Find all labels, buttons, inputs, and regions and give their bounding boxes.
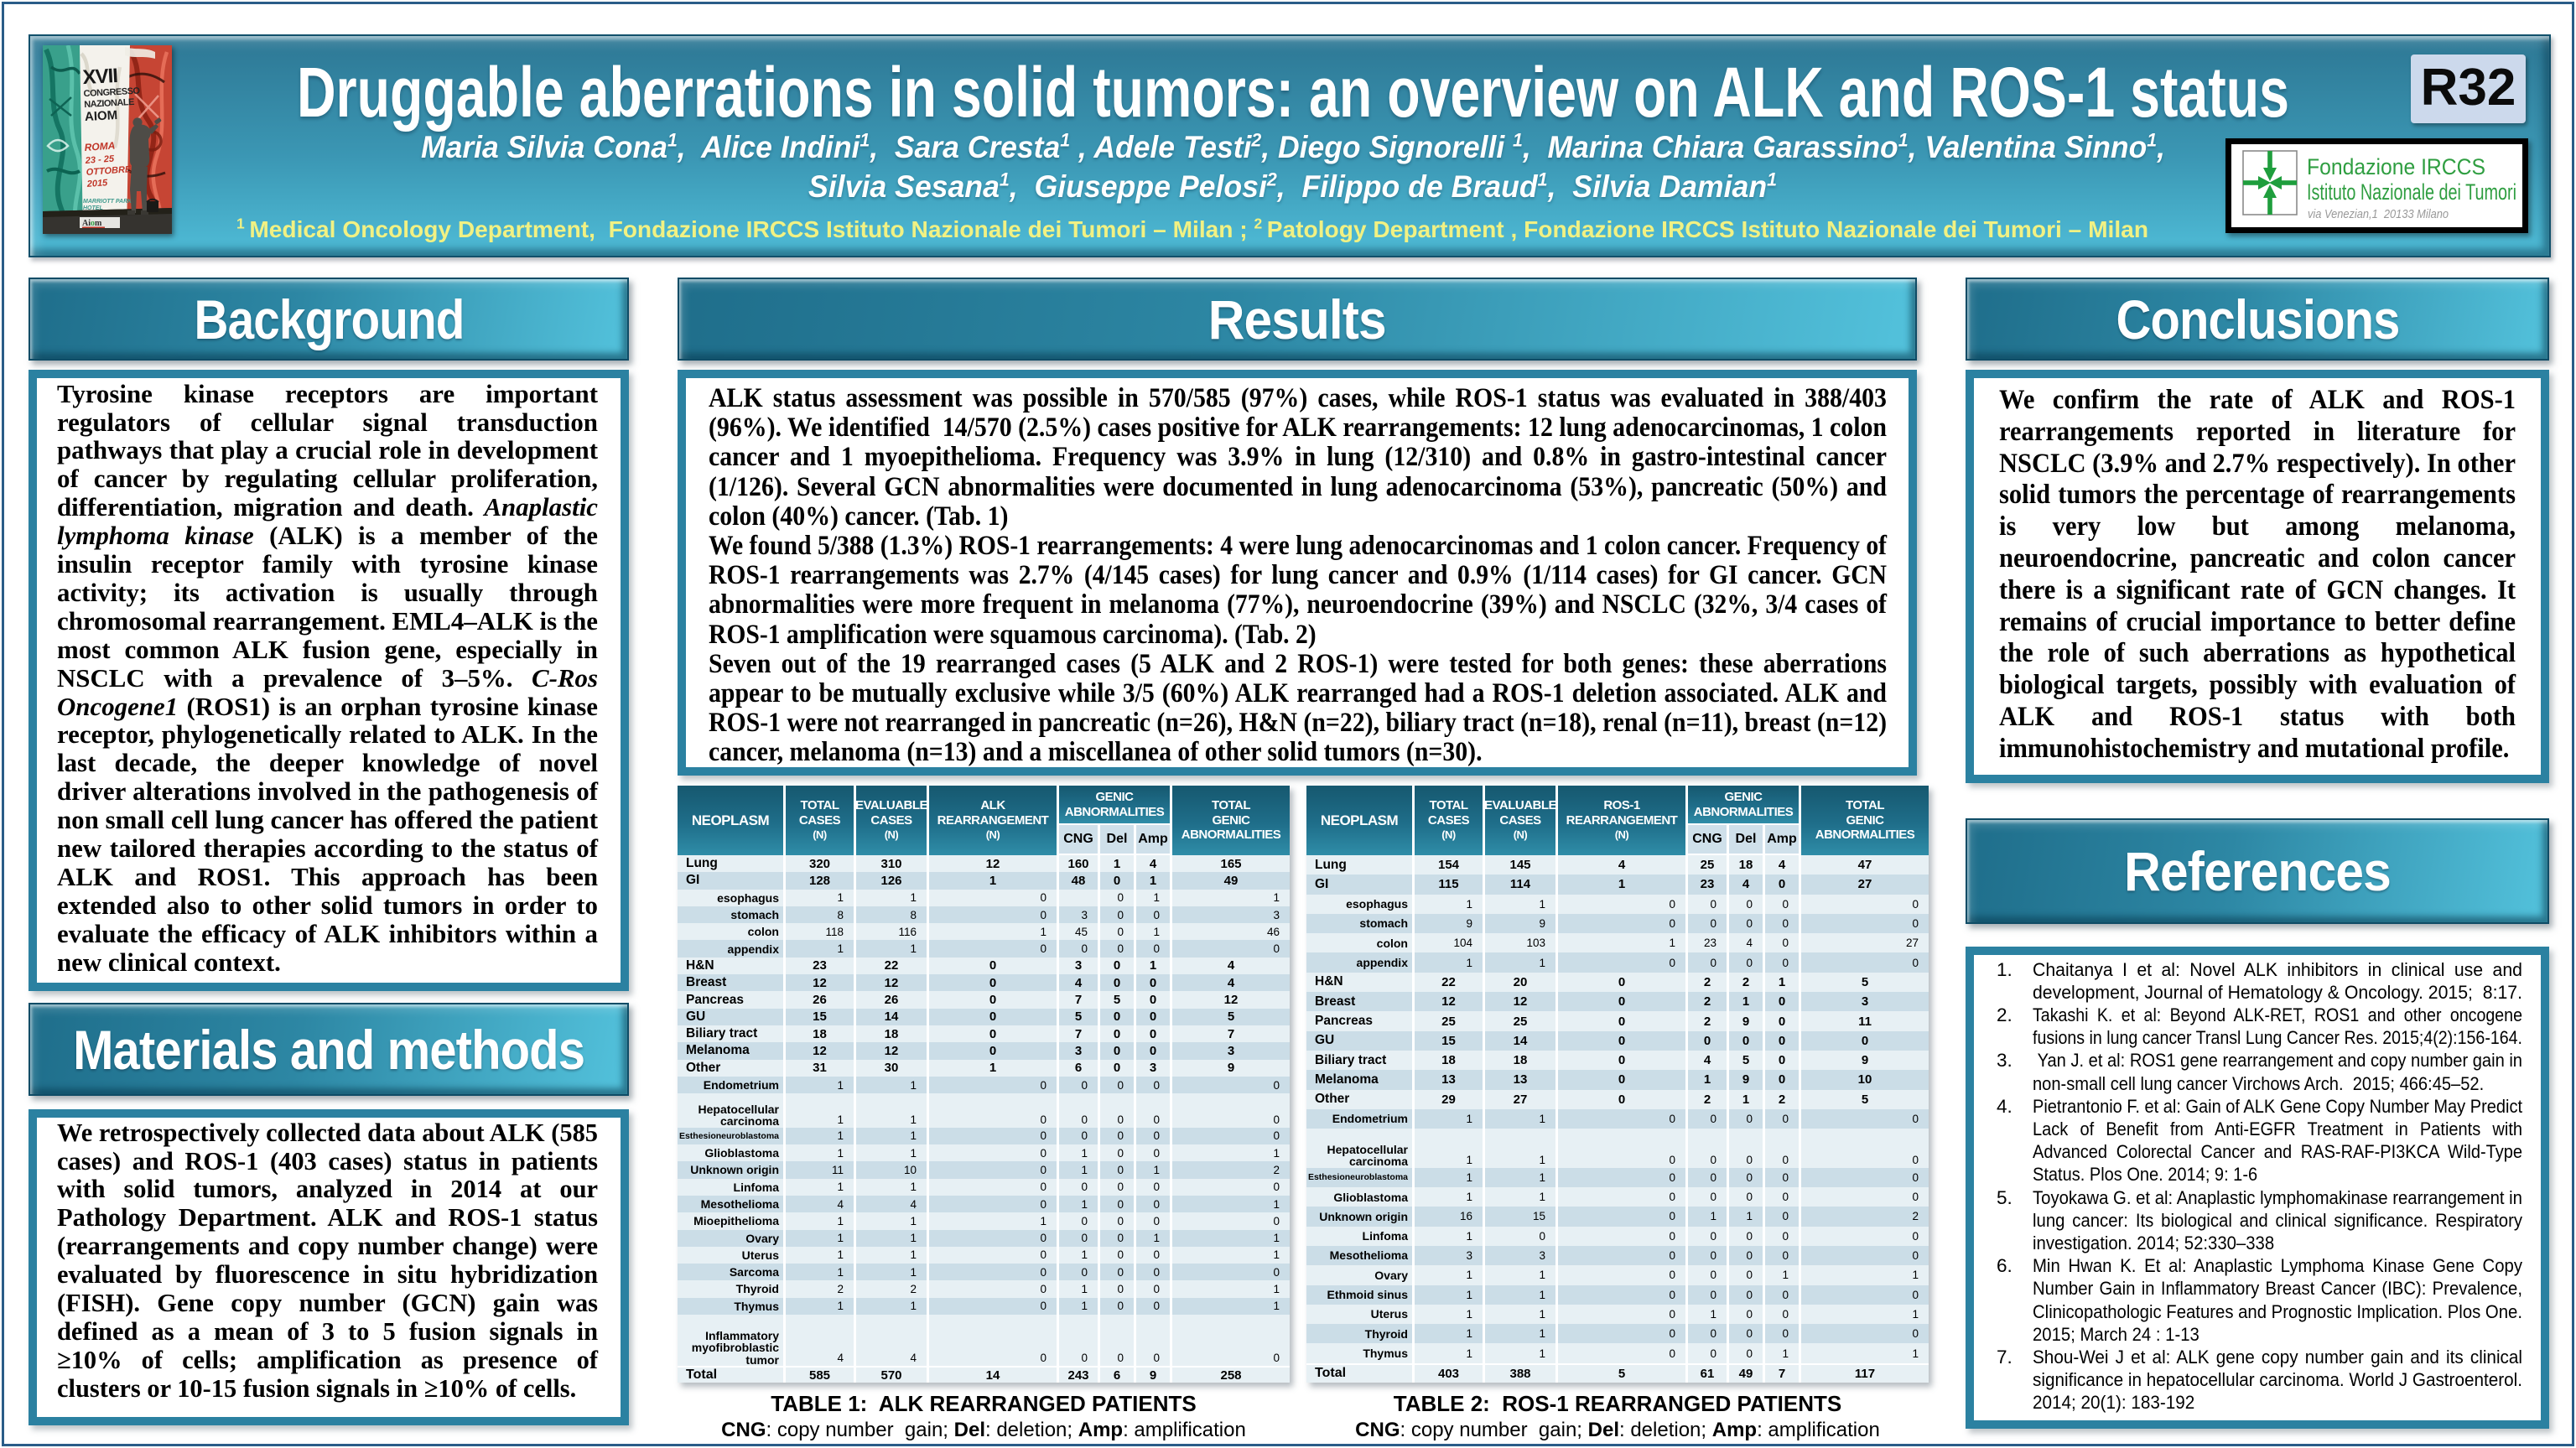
svg-text:via Venezian,1 20133 Milano: via Venezian,1 20133 Milano — [2308, 207, 2449, 221]
svg-text:ROMA: ROMA — [84, 139, 116, 153]
svg-text:XVII: XVII — [82, 65, 118, 89]
svg-text:HOTEL: HOTEL — [83, 205, 103, 211]
svg-text:2015: 2015 — [86, 178, 108, 189]
svg-text:CONGRESSO: CONGRESSO — [83, 86, 140, 100]
svg-text:Aiom: Aiom — [82, 219, 102, 228]
svg-text:23 - 25: 23 - 25 — [84, 154, 115, 166]
svg-text:MARRIOTT PARK: MARRIOTT PARK — [83, 199, 132, 205]
svg-text:Fondazione IRCCS: Fondazione IRCCS — [2307, 154, 2485, 179]
svg-text:OTTOBRE: OTTOBRE — [86, 164, 132, 178]
svg-text:NAZIONALE: NAZIONALE — [84, 97, 134, 110]
svg-text:Istituto Nazionale dei Tumori: Istituto Nazionale dei Tumori — [2307, 179, 2516, 205]
svg-text:AIOM: AIOM — [85, 108, 118, 124]
